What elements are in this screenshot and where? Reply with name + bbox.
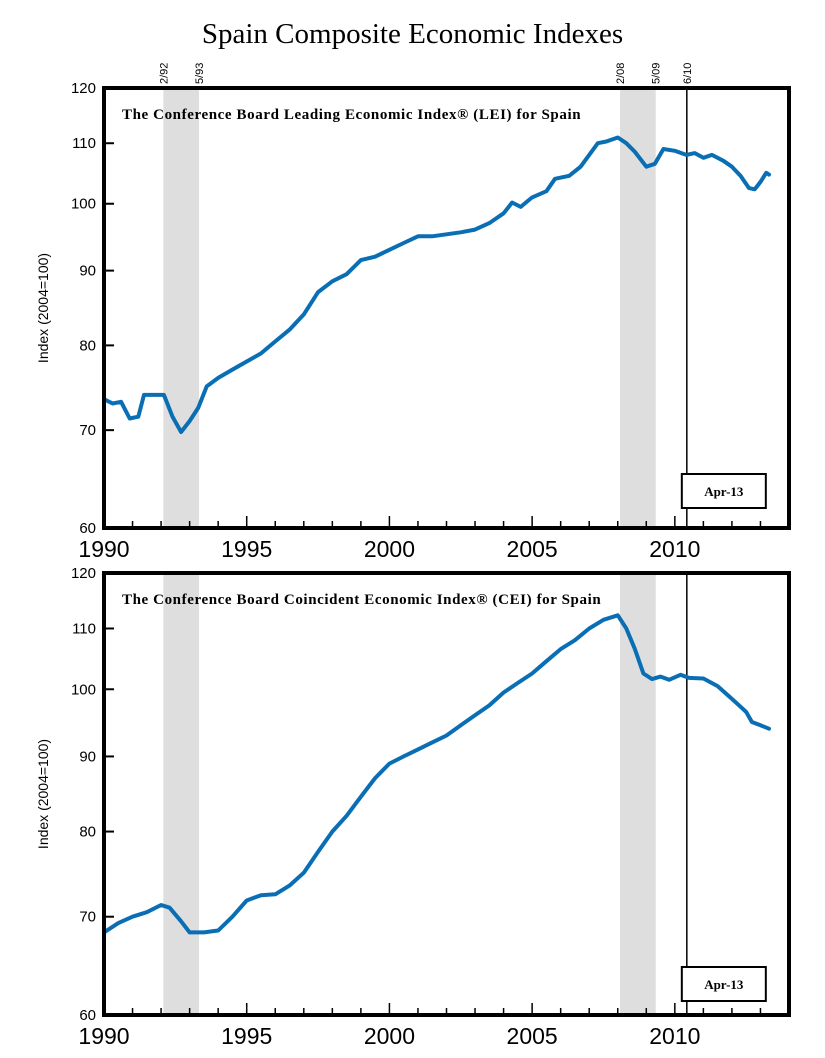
y-tick-label: 90 bbox=[79, 748, 96, 765]
recession-date-label: 5/93 bbox=[194, 63, 206, 84]
date-box-label: Apr-13 bbox=[704, 484, 744, 499]
panel-title: The Conference Board Leading Economic In… bbox=[122, 107, 581, 123]
x-tick-label: 1995 bbox=[221, 1023, 272, 1049]
x-tick-label: 1990 bbox=[78, 536, 129, 562]
y-axis-label: Index (2004=100) bbox=[35, 253, 51, 363]
marker-date-label: 6/10 bbox=[682, 63, 694, 84]
x-tick-label: 1990 bbox=[78, 1023, 129, 1049]
date-box-label: Apr-13 bbox=[704, 977, 744, 992]
series-line-lei bbox=[102, 135, 771, 434]
x-tick-label: 2005 bbox=[507, 1023, 558, 1049]
x-tick-label: 2000 bbox=[364, 536, 415, 562]
x-tick-label: 2000 bbox=[364, 1023, 415, 1049]
recession-date-label: 5/09 bbox=[651, 63, 663, 84]
y-tick-label: 100 bbox=[71, 196, 96, 213]
y-tick-label: 60 bbox=[79, 520, 96, 537]
y-tick-label: 70 bbox=[79, 909, 96, 926]
y-tick-label: 90 bbox=[79, 263, 96, 280]
x-tick-label: 2010 bbox=[649, 1023, 700, 1049]
y-tick-label: 60 bbox=[79, 1007, 96, 1024]
recession-band bbox=[620, 573, 656, 1015]
y-tick-label: 120 bbox=[71, 565, 96, 582]
recession-date-label: 2/92 bbox=[158, 63, 170, 84]
y-axis-label: Index (2004=100) bbox=[35, 739, 51, 849]
chart-panel-lei: 60 70 80 90 100 110 120 1990 1995 2000 2005 2010 Ind… bbox=[35, 63, 791, 562]
x-tick-label: 2010 bbox=[649, 536, 700, 562]
y-tick-label: 80 bbox=[79, 337, 96, 354]
series-line-cei bbox=[102, 613, 771, 935]
main-title: Spain Composite Economic Indexes bbox=[201, 18, 624, 50]
x-tick-label: 2005 bbox=[507, 536, 558, 562]
x-tick-label: 1995 bbox=[221, 536, 272, 562]
date-box bbox=[680, 473, 767, 509]
y-tick-label: 120 bbox=[71, 80, 96, 97]
chart-panel-cei: 60 70 80 90 100 110 120 1990 1995 2000 2005 2010 Ind… bbox=[35, 565, 791, 1049]
y-tick-label: 70 bbox=[79, 422, 96, 439]
recession-band bbox=[163, 88, 200, 528]
y-tick-label: 100 bbox=[71, 681, 96, 698]
recession-band bbox=[163, 573, 200, 1015]
y-tick-label: 80 bbox=[79, 824, 96, 841]
y-tick-label: 110 bbox=[72, 135, 96, 152]
y-tick-label: 110 bbox=[72, 620, 96, 637]
panel-title: The Conference Board Coincident Economic… bbox=[122, 592, 601, 608]
recession-date-label: 2/08 bbox=[615, 63, 627, 84]
recession-band bbox=[620, 88, 656, 528]
date-box bbox=[680, 966, 767, 1002]
